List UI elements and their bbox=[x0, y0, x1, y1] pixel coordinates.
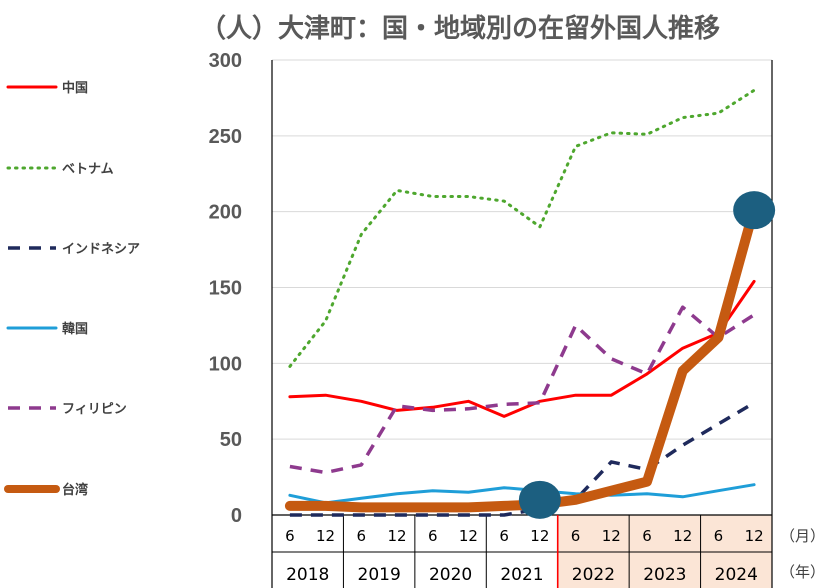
series-line bbox=[289, 305, 756, 475]
series-line bbox=[288, 483, 756, 505]
month-unit-label: （月） bbox=[780, 527, 825, 545]
y-tick-label: 150 bbox=[209, 278, 242, 300]
chart-title: （人）大津町：国・地域別の在留外国人推移 bbox=[200, 14, 720, 44]
month-tick-label: 6 bbox=[714, 527, 724, 545]
month-tick-label: 12 bbox=[673, 527, 692, 545]
legend-label: 台湾 bbox=[62, 482, 88, 498]
y-tick-label: 100 bbox=[209, 353, 242, 375]
y-tick-label: 300 bbox=[209, 50, 242, 72]
month-tick-label: 12 bbox=[530, 527, 549, 545]
year-tick-label: 2018 bbox=[286, 565, 329, 585]
series-line bbox=[284, 203, 760, 513]
month-tick-label: 12 bbox=[316, 527, 335, 545]
year-tick-label: 2024 bbox=[715, 565, 758, 585]
y-tick-label: 250 bbox=[209, 126, 242, 148]
month-tick-label: 6 bbox=[499, 527, 509, 545]
marker-point bbox=[518, 480, 561, 519]
marker-points bbox=[518, 191, 776, 519]
month-tick-label: 6 bbox=[428, 527, 438, 545]
grid-lines bbox=[272, 59, 772, 440]
month-tick-label: 12 bbox=[602, 527, 621, 545]
year-tick-label: 2021 bbox=[500, 565, 543, 585]
month-tick-label: 12 bbox=[459, 527, 478, 545]
legend-label: 韓国 bbox=[62, 321, 88, 337]
x-axis-table: 6 12 6 12 6 12 6 12 6 12 6 12 6 12 2018 2019 2020 2021 202… bbox=[272, 515, 772, 588]
series-line bbox=[289, 401, 755, 517]
y-tick-label: 50 bbox=[220, 429, 242, 451]
month-tick-label: 6 bbox=[357, 527, 367, 545]
legend-label: インドネシア bbox=[62, 242, 140, 257]
month-tick-label: 6 bbox=[285, 527, 295, 545]
y-tick-label: 200 bbox=[209, 202, 242, 224]
year-tick-label: 2019 bbox=[358, 565, 401, 585]
y-tick-label: 0 bbox=[231, 505, 242, 527]
month-tick-label: 12 bbox=[387, 527, 406, 545]
series-line bbox=[288, 279, 756, 418]
year-tick-label: 2023 bbox=[643, 565, 686, 585]
month-tick-label: 6 bbox=[642, 527, 652, 545]
year-unit-label: （年） bbox=[780, 563, 825, 581]
series-line bbox=[288, 88, 756, 368]
legend-label: ベトナム bbox=[62, 162, 114, 177]
year-tick-label: 2020 bbox=[429, 565, 472, 585]
series-lines bbox=[284, 88, 760, 517]
month-tick-label: 6 bbox=[571, 527, 581, 545]
year-tick-label: 2022 bbox=[572, 565, 615, 585]
month-tick-label: 12 bbox=[745, 527, 764, 545]
legend-label: 中国 bbox=[62, 80, 88, 96]
axis: 0 50 100 150 200 250 300 bbox=[209, 50, 773, 588]
marker-point bbox=[733, 191, 776, 230]
legend-label: フィリピン bbox=[62, 402, 127, 417]
